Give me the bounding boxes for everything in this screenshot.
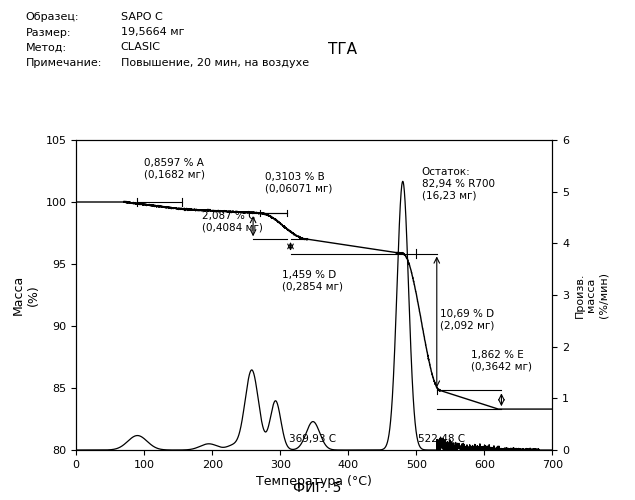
Text: Метод:: Метод: — [25, 42, 67, 52]
Text: Повышение, 20 мин, на воздухе: Повышение, 20 мин, на воздухе — [121, 58, 309, 68]
Text: CLASIC: CLASIC — [121, 42, 161, 52]
Y-axis label: Произв.
масса
(%/мин): Произв. масса (%/мин) — [575, 272, 608, 318]
X-axis label: Температура (°С): Температура (°С) — [257, 476, 372, 488]
Text: Образец:: Образец: — [25, 12, 79, 22]
Text: 19,5664 мг: 19,5664 мг — [121, 28, 184, 38]
Text: 522,48 C: 522,48 C — [418, 434, 465, 444]
Text: 1,459 % D
(0,2854 мг): 1,459 % D (0,2854 мг) — [282, 270, 343, 292]
Text: SAPO C: SAPO C — [121, 12, 163, 22]
Text: 10,69 % D
(2,092 мг): 10,69 % D (2,092 мг) — [440, 309, 495, 330]
Text: 1,862 % E
(0,3642 мг): 1,862 % E (0,3642 мг) — [471, 350, 531, 372]
Text: 369,93 C: 369,93 C — [290, 434, 337, 444]
Text: Остаток:
82,94 % R700
(16,23 мг): Остаток: 82,94 % R700 (16,23 мг) — [422, 168, 495, 200]
Text: 0,3103 % B
(0,06071 мг): 0,3103 % B (0,06071 мг) — [265, 172, 333, 194]
Text: 2,087 % C
(0,4084 мг): 2,087 % C (0,4084 мг) — [202, 212, 263, 233]
Y-axis label: Масса
(%): Масса (%) — [12, 275, 40, 315]
Text: ТГА: ТГА — [328, 42, 358, 58]
Text: 0,8597 % A
(0,1682 мг): 0,8597 % A (0,1682 мг) — [144, 158, 205, 180]
Text: Размер:: Размер: — [25, 28, 71, 38]
Text: Примечание:: Примечание: — [25, 58, 102, 68]
Text: ФИГ. 5: ФИГ. 5 — [293, 481, 342, 495]
